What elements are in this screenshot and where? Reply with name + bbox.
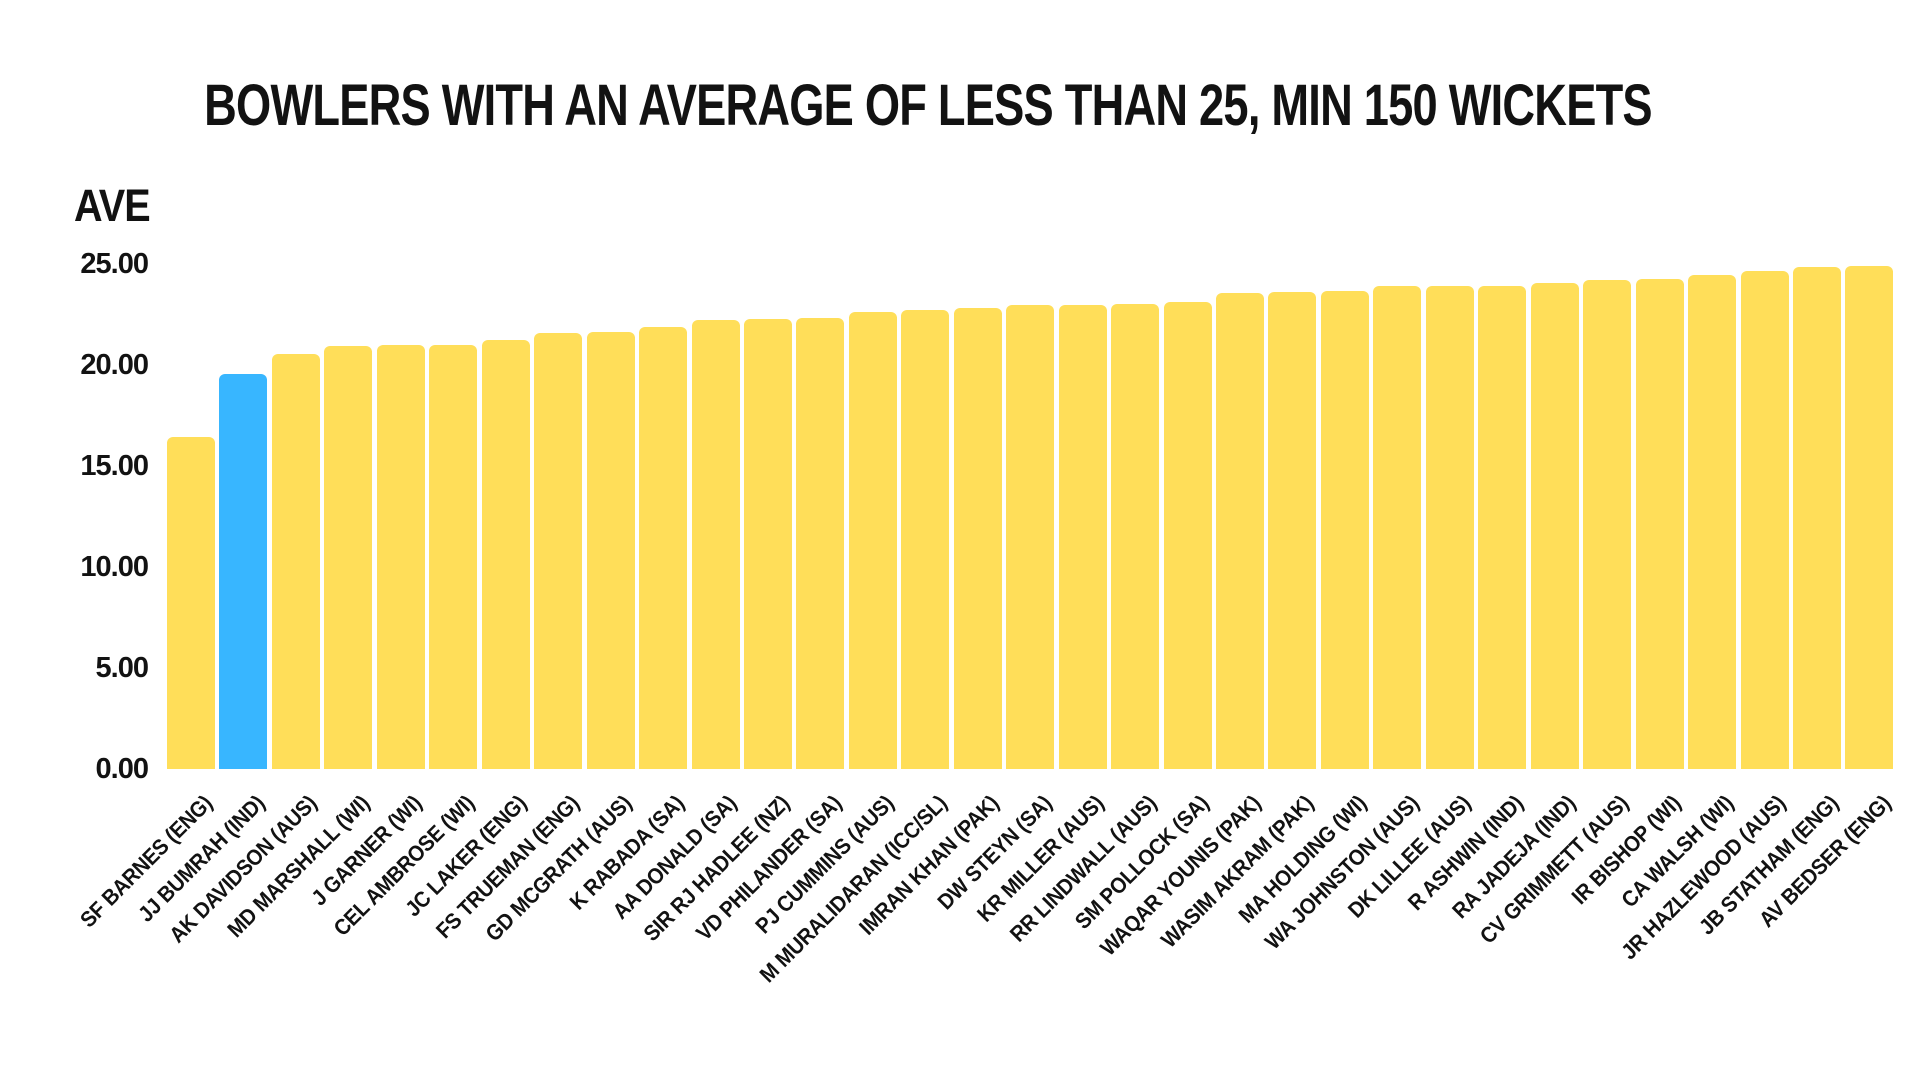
bar (1163, 302, 1212, 769)
bar (376, 345, 425, 769)
bar (167, 437, 215, 769)
bar (901, 310, 950, 769)
bar (1320, 290, 1369, 769)
bar (1792, 267, 1841, 769)
bar (1635, 278, 1684, 769)
bar (1111, 303, 1160, 769)
bar (1740, 271, 1789, 769)
bar (639, 326, 688, 769)
bar (1058, 305, 1107, 769)
y-tick-label: 15.00 (80, 450, 149, 482)
bar (271, 354, 320, 769)
bar (1478, 285, 1527, 769)
y-tick-label: 0.00 (95, 753, 149, 785)
y-tick-label: 10.00 (80, 551, 149, 583)
bar-highlighted (219, 373, 268, 769)
bar (743, 318, 792, 769)
bar (1530, 282, 1579, 769)
bar (1216, 293, 1264, 769)
bar (1006, 305, 1055, 769)
bar (848, 312, 897, 769)
bar (1268, 291, 1317, 769)
y-axis-title: AVE (74, 180, 151, 231)
bar (534, 333, 583, 769)
y-tick-label: 25.00 (80, 248, 149, 280)
chart-title-wrap: BOWLERS WITH AN AVERAGE OF LESS THAN 25,… (0, 72, 1840, 139)
bar (1845, 266, 1894, 769)
bar (953, 308, 1002, 769)
bar (324, 346, 373, 769)
bar (691, 319, 740, 769)
bar (796, 318, 845, 769)
bar (1373, 286, 1422, 769)
bar (1425, 285, 1474, 769)
bar (1688, 275, 1737, 769)
y-tick-label: 20.00 (80, 349, 149, 381)
y-tick-label: 5.00 (95, 652, 149, 684)
bar (481, 339, 530, 769)
bar (1583, 279, 1632, 769)
chart-title: BOWLERS WITH AN AVERAGE OF LESS THAN 25,… (204, 73, 1652, 138)
bar (586, 331, 635, 769)
bar (429, 345, 478, 769)
